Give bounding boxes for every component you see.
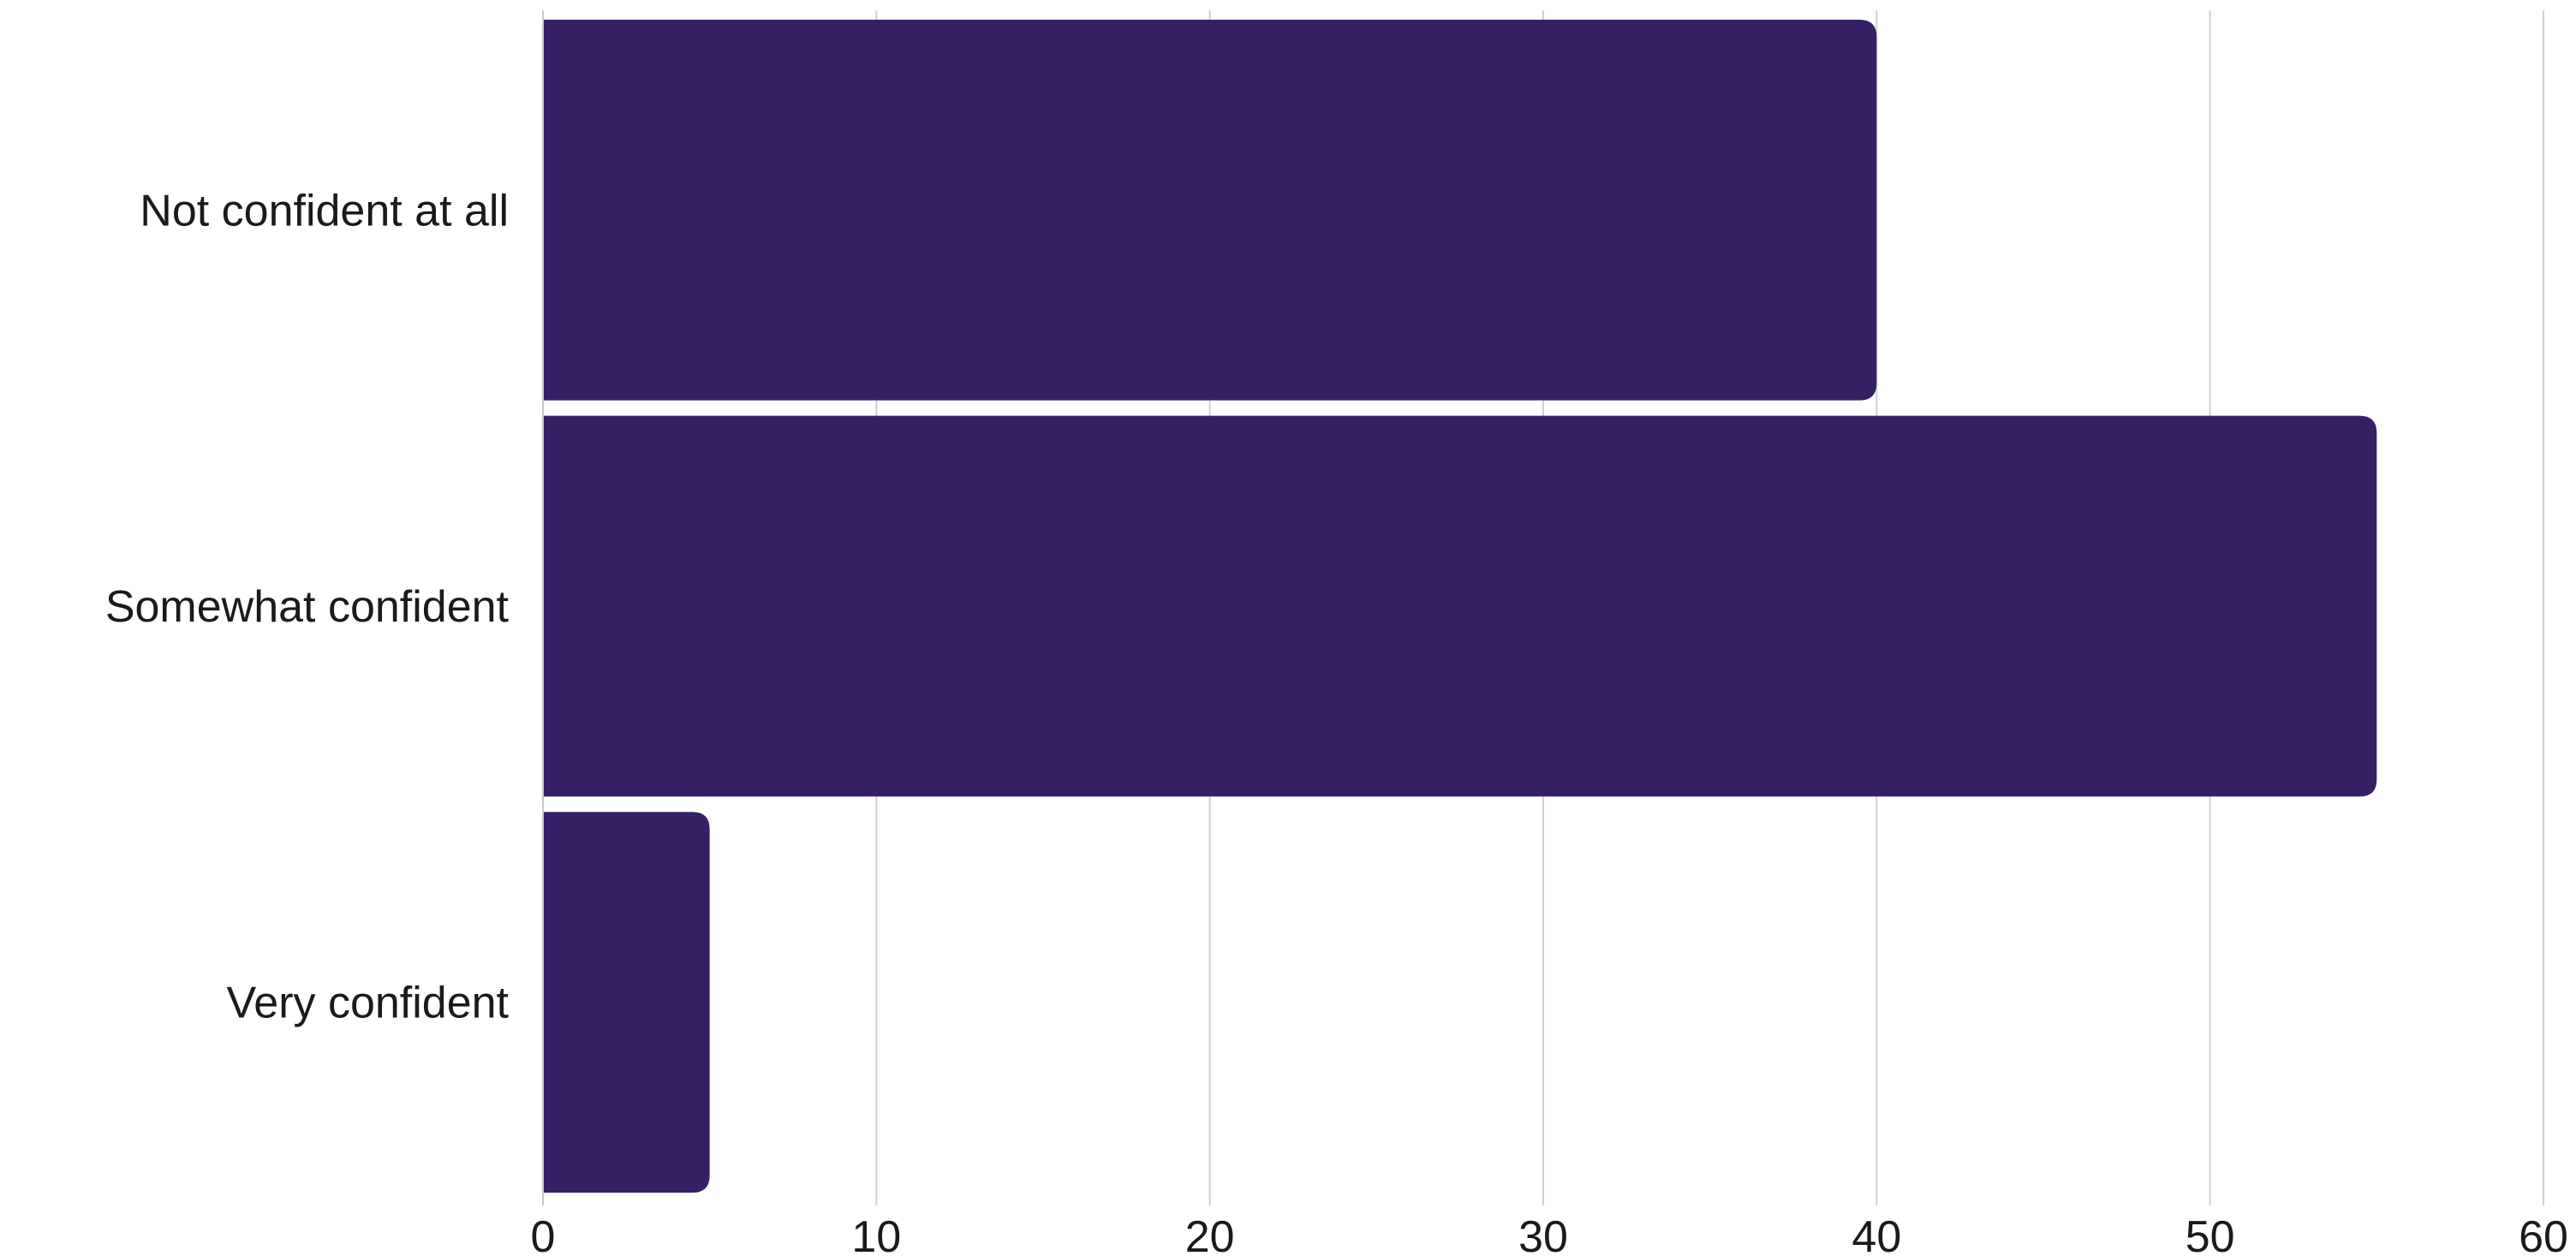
- category-labels: Not confident at all Somewhat confident Ve…: [105, 186, 510, 1027]
- category-label-somewhat-confident: Somewhat confident: [105, 582, 510, 632]
- x-tick-label-0: 0: [531, 1212, 556, 1256]
- x-tick-label-10: 10: [851, 1212, 901, 1256]
- x-tick-label-20: 20: [1185, 1212, 1235, 1256]
- bars: [543, 20, 2377, 1193]
- x-tick-label-50: 50: [2185, 1212, 2235, 1256]
- bar-somewhat-confident: [543, 415, 2377, 797]
- category-label-very-confident: Very confident: [226, 979, 509, 1028]
- bar-not-confident-at-all: [543, 20, 1877, 401]
- category-label-not-confident-at-all: Not confident at all: [140, 186, 509, 235]
- x-tick-label-40: 40: [1852, 1212, 1901, 1256]
- bar-very-confident: [543, 812, 710, 1193]
- x-tick-label-30: 30: [1518, 1212, 1568, 1256]
- x-tick-label-60: 60: [2519, 1212, 2568, 1256]
- x-tick-labels: 0 10 20 30 40 50 60: [531, 1212, 2568, 1256]
